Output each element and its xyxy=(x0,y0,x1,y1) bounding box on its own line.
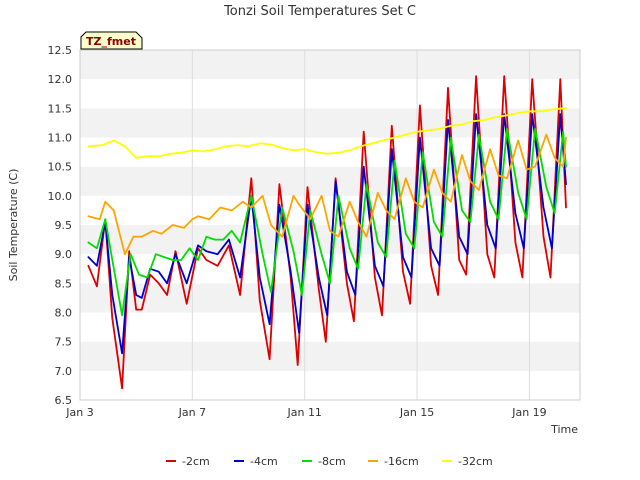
chart-title: Tonzi Soil Temperatures Set C xyxy=(223,4,416,19)
y-tick-label: 9.5 xyxy=(55,219,73,232)
x-tick-labels: Jan 3 Jan 7 Jan 11 Jan 15 Jan 19 xyxy=(65,406,546,419)
grid-band xyxy=(80,283,580,313)
y-tick-label: 10.0 xyxy=(48,190,73,203)
y-tick-label: 7.5 xyxy=(55,336,73,349)
series-lines xyxy=(87,75,567,390)
y-tick-label: 10.5 xyxy=(48,161,73,174)
grid-band xyxy=(80,341,580,371)
grid-band xyxy=(80,195,580,225)
legend: -2cm -4cm -8cm -16cm -32cm xyxy=(166,455,493,468)
series-line-8cmcm xyxy=(87,127,567,317)
dataset-badge: TZ_fmet xyxy=(80,31,143,50)
grid-band xyxy=(80,166,580,196)
y-tick-labels: 6.5 7.0 7.5 8.0 8.5 9.0 9.5 10.0 10.5 11.0 11.5 12.… xyxy=(48,44,73,407)
y-axis-title: Soil Temperature (C) xyxy=(7,169,20,282)
legend-label: -4cm xyxy=(250,455,278,468)
badge-shape xyxy=(80,31,143,50)
legend-label: -16cm xyxy=(384,455,419,468)
series-line-32cmcm xyxy=(87,107,567,159)
plot-frame xyxy=(79,49,581,401)
x-axis-title: Time xyxy=(550,423,578,436)
y-tick-label: 8.0 xyxy=(55,307,73,320)
x-tick-label: Jan 15 xyxy=(399,406,434,419)
grid-band xyxy=(80,370,580,400)
x-tick-label: Jan 11 xyxy=(286,406,321,419)
grid-band xyxy=(80,79,580,109)
y-tick-label: 9.0 xyxy=(55,248,73,261)
badge-label: TZ_fmet xyxy=(86,35,136,48)
legend-item: -2cm xyxy=(166,455,210,468)
x-tick-label: Jan 3 xyxy=(65,406,93,419)
y-tick-label: 12.0 xyxy=(48,73,73,86)
series-line-16cmcm xyxy=(87,133,567,256)
grid-band xyxy=(80,50,580,80)
legend-label: -32cm xyxy=(458,455,493,468)
legend-label: -2cm xyxy=(182,455,210,468)
y-tick-label: 6.5 xyxy=(55,394,73,407)
legend-item: -8cm xyxy=(302,455,346,468)
legend-item: -16cm xyxy=(368,455,419,468)
legend-label: -8cm xyxy=(318,455,346,468)
y-tick-label: 8.5 xyxy=(55,277,73,290)
y-tick-label: 7.0 xyxy=(55,365,73,378)
x-tick-label: Jan 19 xyxy=(511,406,546,419)
series-line-2cmcm xyxy=(87,75,567,390)
grid-band xyxy=(80,108,580,138)
y-tick-label: 11.0 xyxy=(48,132,73,145)
plot-background xyxy=(80,50,580,400)
grid-band xyxy=(80,137,580,167)
y-tick-label: 11.5 xyxy=(48,102,73,115)
legend-item: -32cm xyxy=(442,455,493,468)
series-line-4cmcm xyxy=(87,113,567,355)
x-tick-label: Jan 7 xyxy=(178,406,206,419)
legend-item: -4cm xyxy=(234,455,278,468)
y-tick-label: 12.5 xyxy=(48,44,73,57)
grid-band xyxy=(80,312,580,342)
